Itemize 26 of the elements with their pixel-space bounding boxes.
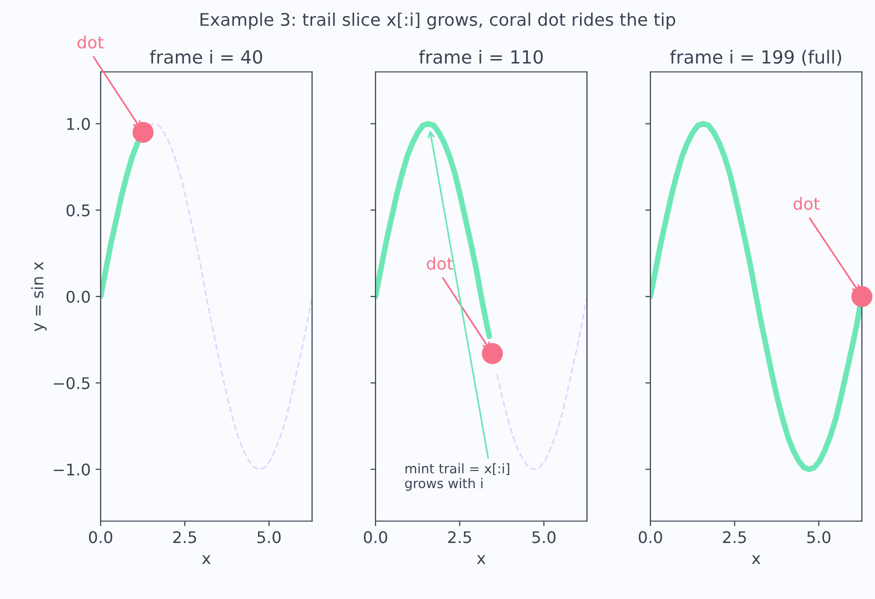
text: Example 3: trail slice x[:i] grows, coral dot rides the tip [200,12,676,30]
x-axis-title: x [752,555,760,564]
x-tick-label: 2.5 [173,531,196,544]
chart-title: frame i = 40 [150,50,262,64]
x-tick-label: 0.0 [638,531,662,544]
x-tick-label: 0.0 [88,531,112,544]
x-axis-title: x [476,555,486,564]
annotation: dot [78,36,104,49]
annotation: dot [794,197,820,210]
x-tick-label: 2.5 [448,531,472,544]
chart-title: frame i = 110 [418,50,543,64]
annotation: mint trail = x[:i] grows with i [405,463,510,491]
x-tick-label: 5.0 [532,531,556,544]
x-tick-label: 0.0 [364,531,388,544]
x-tick-label: 5.0 [258,531,281,544]
y-axis-title: y = sin x [31,262,47,332]
x-tick-label: 2.5 [723,531,746,544]
x-axis-title: x [202,555,211,564]
chart-title: frame i = 199 (full) [670,50,842,66]
y-tick-label: −1.0 [54,464,90,476]
y-tick-label: 0.0 [66,290,90,303]
y-tick-label: 1.0 [67,118,90,130]
y-tick-label: −0.5 [54,377,90,390]
x-tick-label: 5.0 [807,531,830,544]
annotation: dot [426,256,453,270]
y-tick-label: 0.5 [66,204,90,216]
